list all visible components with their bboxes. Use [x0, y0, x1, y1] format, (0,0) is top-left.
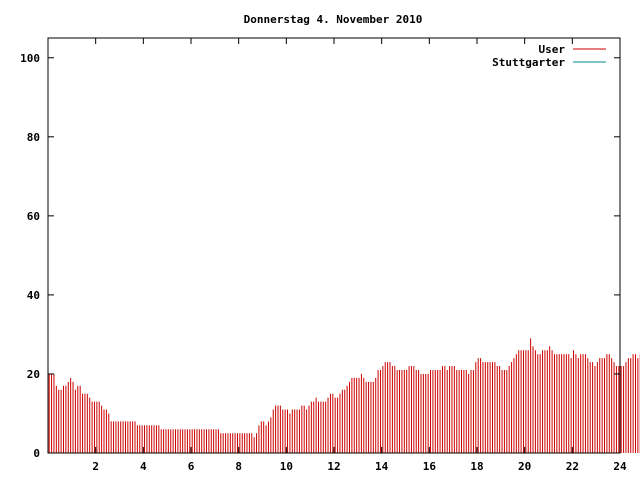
y-tick-label: 40 — [27, 289, 40, 302]
x-tick-label: 12 — [327, 460, 340, 473]
chart-title: Donnerstag 4. November 2010 — [244, 13, 423, 26]
y-tick-label: 0 — [33, 447, 40, 460]
x-tick-label: 18 — [470, 460, 483, 473]
y-axis: 0 20 40 60 80 100 — [20, 52, 620, 460]
y-tick-label: 100 — [20, 52, 40, 65]
x-tick-label: 20 — [518, 460, 531, 473]
x-tick-label: 2 — [92, 460, 99, 473]
x-tick-label: 16 — [423, 460, 437, 473]
x-tick-label: 4 — [140, 460, 147, 473]
y-tick-label: 80 — [27, 131, 40, 144]
plot-frame — [47, 37, 621, 454]
x-tick-label: 22 — [566, 460, 579, 473]
y-tick-label: 60 — [27, 210, 40, 223]
x-tick-label: 6 — [188, 460, 195, 473]
legend-label-stuttgarter: Stuttgarter — [492, 56, 565, 69]
x-tick-label: 10 — [280, 460, 293, 473]
y-tick-label: 20 — [27, 368, 40, 381]
legend: User Stuttgarter — [492, 43, 606, 69]
x-axis: 2 4 6 8 10 12 14 16 18 20 22 24 — [92, 38, 627, 473]
x-tick-label: 24 — [613, 460, 627, 473]
legend-label-user: User — [539, 43, 566, 56]
x-tick-label: 14 — [375, 460, 389, 473]
x-tick-label: 8 — [235, 460, 242, 473]
user-bars — [48, 338, 640, 453]
